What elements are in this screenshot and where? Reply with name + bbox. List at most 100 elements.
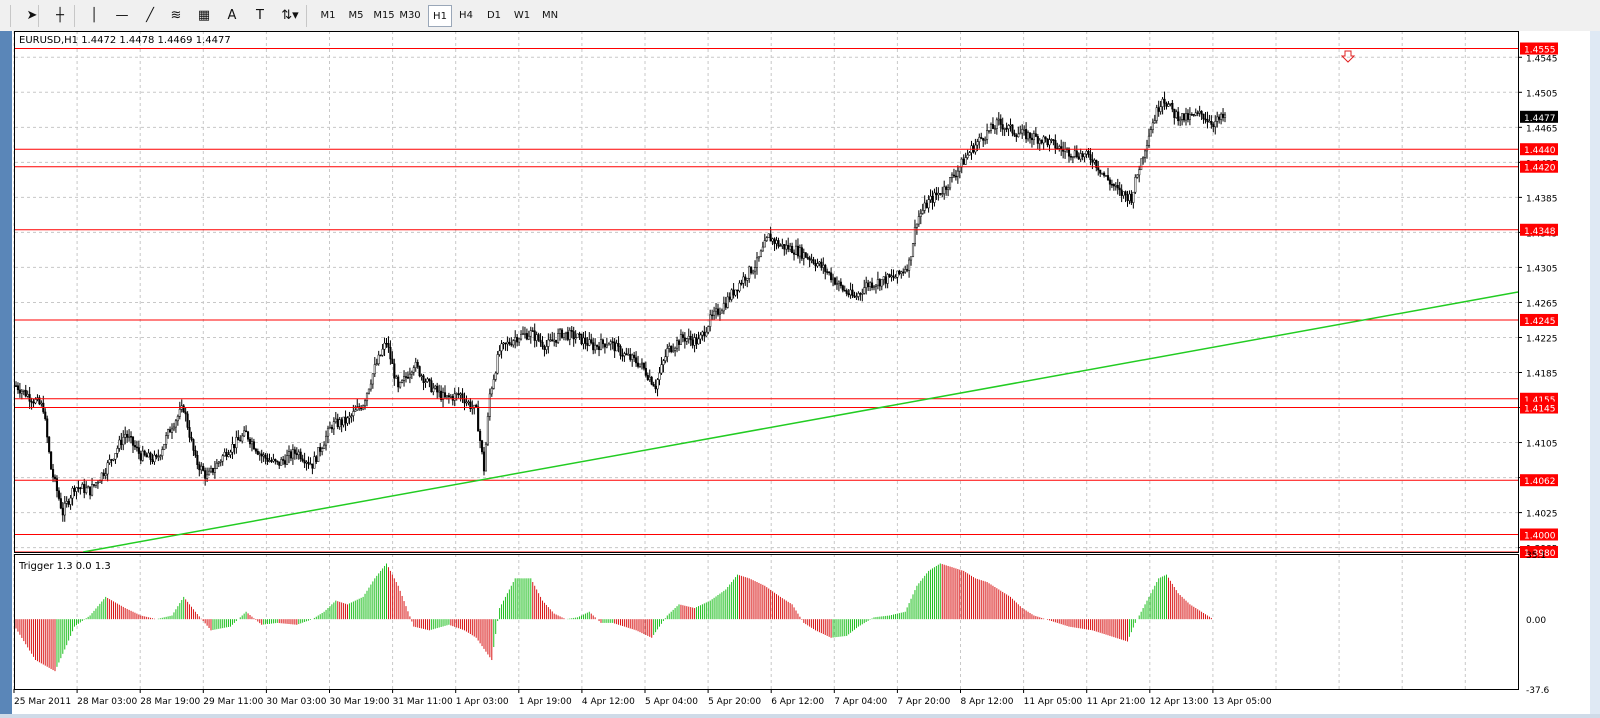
trendline[interactable] bbox=[82, 291, 1519, 553]
timeframe-mn-button[interactable]: MN bbox=[541, 10, 559, 21]
candle-body bbox=[654, 385, 657, 390]
candle-body bbox=[155, 454, 158, 457]
candle-body bbox=[455, 393, 458, 395]
candle-body bbox=[847, 293, 850, 296]
fibonacci-icon[interactable]: ≋ bbox=[170, 8, 182, 23]
candle-body bbox=[30, 401, 33, 403]
candle-body bbox=[1007, 125, 1010, 129]
candle-body bbox=[280, 459, 283, 466]
timeframe-w1-button[interactable]: W1 bbox=[513, 10, 531, 21]
candle-body bbox=[202, 466, 205, 471]
candle-body bbox=[247, 431, 250, 440]
toolbar-separator bbox=[10, 5, 11, 27]
candle-body bbox=[543, 346, 546, 350]
candle-body bbox=[949, 177, 952, 189]
candle-body bbox=[1175, 111, 1178, 118]
candle-body bbox=[20, 391, 23, 394]
candle-body bbox=[557, 333, 560, 343]
chart-window[interactable]: 1.45451.45051.44651.44251.43851.43451.43… bbox=[12, 31, 1590, 714]
candle-body bbox=[422, 375, 425, 383]
candle-body bbox=[802, 252, 805, 259]
candle-body bbox=[391, 358, 394, 365]
candle-body bbox=[1184, 113, 1188, 121]
candle-body bbox=[299, 451, 302, 460]
candle-body bbox=[65, 500, 68, 504]
grid-tool-icon[interactable]: ▦ bbox=[197, 8, 211, 23]
candle-body bbox=[412, 367, 415, 373]
time-axis: 25 Mar 2011 28 Mar 03:00 28 Mar 19:00 29 Ma… bbox=[13, 689, 1272, 707]
candle-body bbox=[1015, 134, 1018, 138]
candle-body bbox=[221, 455, 224, 462]
candle-body bbox=[1145, 145, 1149, 152]
vertical-line-icon[interactable]: │ bbox=[90, 8, 98, 23]
timeframe-m5-button[interactable]: M5 bbox=[348, 10, 364, 21]
candle-body bbox=[1163, 98, 1166, 104]
candle-body bbox=[896, 270, 899, 278]
horizontal-line-icon[interactable]: — bbox=[115, 8, 129, 23]
svg-text:1.3980: 1.3980 bbox=[1524, 549, 1556, 559]
candle-body bbox=[748, 266, 751, 279]
candle-body bbox=[453, 393, 456, 401]
candle-body bbox=[1157, 107, 1160, 112]
candle-body bbox=[225, 451, 228, 457]
candle-body bbox=[726, 296, 729, 308]
candle-body bbox=[490, 388, 493, 395]
text-label-icon[interactable]: T bbox=[256, 8, 264, 23]
candle-body bbox=[1190, 114, 1193, 116]
timeframe-d1-button[interactable]: D1 bbox=[486, 10, 502, 21]
candle-body bbox=[769, 233, 772, 242]
candle-body bbox=[1194, 112, 1197, 116]
candle-body bbox=[16, 385, 20, 391]
candle-body bbox=[1218, 116, 1221, 120]
timeframe-m30-button[interactable]: M30 bbox=[399, 10, 421, 21]
text-icon[interactable]: A bbox=[227, 8, 237, 23]
candle-body bbox=[890, 275, 893, 278]
price-tick-label: 1.4305 bbox=[1526, 264, 1558, 274]
candle-body bbox=[1034, 133, 1037, 137]
candle-body bbox=[908, 259, 911, 271]
candle-body bbox=[855, 296, 858, 298]
time-tick-label: 7 Apr 04:00 bbox=[834, 697, 887, 707]
candle-body bbox=[59, 498, 62, 509]
candle-body bbox=[580, 333, 583, 345]
candle-body bbox=[266, 457, 269, 462]
chart-canvas[interactable]: 1.45451.45051.44651.44251.43851.43451.43… bbox=[12, 31, 1590, 714]
candle-body bbox=[369, 383, 372, 390]
candle-body bbox=[303, 460, 306, 464]
candle-body bbox=[268, 460, 271, 462]
time-tick-label: 4 Apr 12:00 bbox=[582, 697, 635, 707]
candle-body bbox=[867, 282, 870, 288]
candle-body bbox=[239, 439, 242, 442]
timeframe-m15-button[interactable]: M15 bbox=[373, 10, 395, 21]
timeframe-h4-button[interactable]: H4 bbox=[459, 10, 473, 21]
timeframe-m1-button[interactable]: M1 bbox=[320, 10, 336, 21]
timeframe-h1-button[interactable]: H1 bbox=[428, 5, 452, 27]
candle-body bbox=[982, 138, 985, 141]
candle-body bbox=[997, 118, 1000, 121]
candle-body bbox=[933, 192, 936, 203]
pane-frames bbox=[14, 31, 1519, 690]
candle-body bbox=[40, 402, 43, 405]
candle-body bbox=[18, 389, 21, 394]
candle-body bbox=[1179, 119, 1182, 122]
cursor-icon[interactable]: ➤ bbox=[26, 8, 38, 23]
trendline-icon[interactable]: ╱ bbox=[146, 8, 154, 23]
candle-body bbox=[1093, 159, 1096, 163]
candle-body bbox=[445, 395, 448, 398]
candle-body bbox=[512, 340, 515, 346]
window-frame-right bbox=[1590, 31, 1600, 714]
candle-body bbox=[270, 460, 273, 462]
candle-body bbox=[131, 436, 135, 446]
candle-body bbox=[674, 347, 677, 351]
candle-body bbox=[562, 333, 566, 338]
candle-body bbox=[976, 141, 979, 146]
candle-body bbox=[757, 256, 761, 259]
arrows-icon[interactable]: ⇅▾ bbox=[281, 8, 299, 23]
candle-body bbox=[1120, 189, 1123, 196]
crosshair-icon[interactable]: ┼ bbox=[56, 8, 64, 23]
candle-body bbox=[804, 252, 807, 258]
candle-body bbox=[740, 282, 743, 285]
candle-body bbox=[525, 333, 528, 340]
candle-body bbox=[980, 137, 983, 139]
candle-body bbox=[551, 339, 554, 342]
